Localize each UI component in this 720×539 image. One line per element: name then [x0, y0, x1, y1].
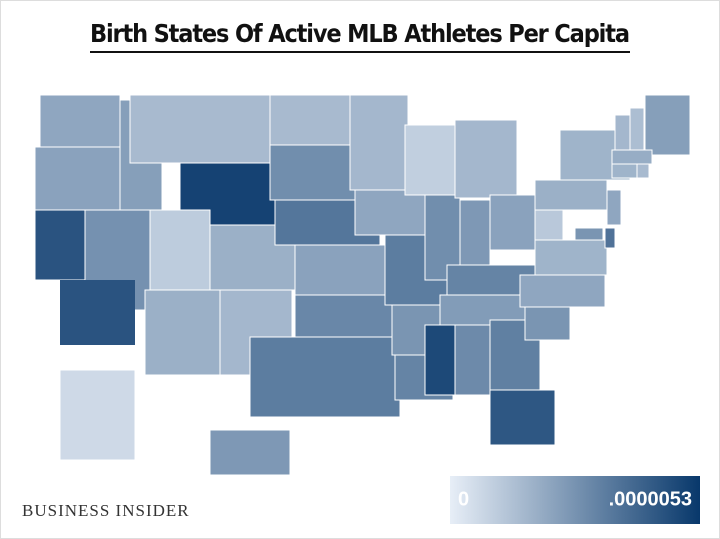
region — [454, 119, 518, 199]
region — [34, 146, 131, 211]
region — [269, 144, 356, 201]
region — [269, 94, 351, 146]
region — [614, 114, 631, 151]
legend-label: .0000053 — [609, 488, 692, 510]
region — [294, 294, 401, 338]
region — [611, 163, 638, 179]
region — [611, 149, 653, 165]
region — [636, 163, 650, 179]
region — [489, 389, 556, 446]
region — [519, 274, 606, 308]
region — [524, 306, 571, 341]
region — [404, 124, 458, 196]
region — [489, 194, 536, 251]
region — [249, 336, 401, 418]
region — [39, 94, 121, 148]
region — [606, 189, 622, 226]
region — [144, 289, 221, 376]
region — [349, 94, 409, 191]
region — [424, 324, 456, 396]
region — [59, 369, 136, 461]
region — [534, 209, 564, 241]
region — [604, 227, 616, 249]
chart-title: Birth States Of Active MLB Athletes Per … — [90, 19, 630, 48]
region — [534, 239, 608, 276]
region — [534, 179, 608, 211]
region-extension — [60, 280, 135, 345]
legend-bar — [450, 476, 700, 524]
legend-label: 0 — [458, 488, 469, 510]
region — [459, 199, 491, 266]
map — [34, 94, 691, 476]
region — [644, 94, 691, 156]
region — [129, 94, 271, 164]
region — [149, 209, 211, 291]
region — [209, 429, 291, 476]
region — [454, 324, 491, 396]
region — [574, 227, 604, 241]
region — [354, 189, 426, 236]
region — [629, 107, 645, 151]
source: BUSINESS INSIDER — [22, 501, 190, 520]
region — [294, 244, 391, 296]
